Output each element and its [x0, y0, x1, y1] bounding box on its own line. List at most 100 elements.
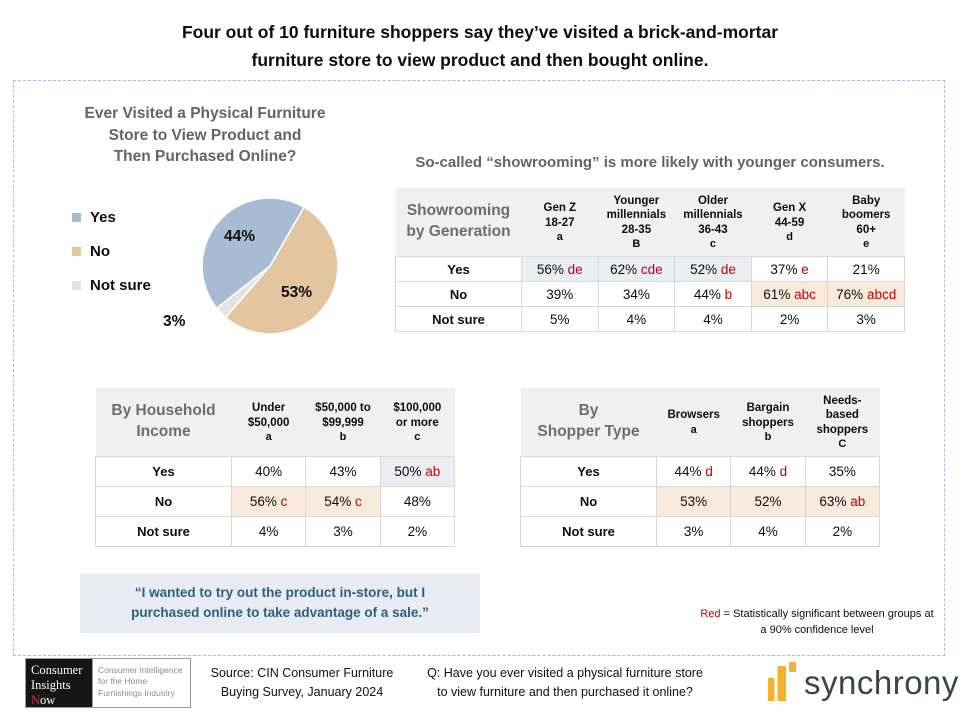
legend-swatch-no [72, 247, 81, 256]
column-name: Gen Z 18-27 [543, 202, 577, 229]
pie-legend: Yes No Not sure [72, 209, 151, 311]
column-header: $50,000 to $99,999 b [305, 388, 381, 457]
cell-value: 54% [324, 494, 352, 509]
stat-table-income: By Household Income Under $50,000 a $50,000… [95, 388, 456, 547]
row-label: Not sure [395, 306, 522, 332]
significance-letters: e [797, 261, 809, 277]
data-cell: 56% c [230, 486, 307, 517]
column-header: Younger millennials 28-35 B [598, 188, 675, 257]
legend-swatch-not-sure [72, 281, 81, 290]
stat-table-generation: Showrooming by Generation Gen Z 18-27 a You… [395, 188, 905, 332]
cell-value: 63% [819, 494, 847, 509]
row-label: Yes [95, 456, 232, 487]
cell-value: 48% [403, 494, 431, 509]
pie-slice-yes [201, 197, 306, 310]
table-row: No 53% 52% 63% ab [520, 486, 881, 517]
pie-slice-no [224, 206, 339, 335]
legend-item-not-sure: Not sure [72, 277, 151, 294]
data-cell: 44% b [674, 281, 752, 307]
cell-value: 44% [748, 464, 776, 479]
cin-logo-line3-initial: N [31, 692, 41, 707]
cin-logo: Consumer Insights Now Consumer Intellige… [25, 658, 191, 708]
column-name: Under $50,000 [247, 402, 290, 429]
table-row: Yes 40% 43% 50% ab [95, 456, 456, 487]
pie-label-yes: 44% [224, 228, 256, 245]
data-cell: 52% [730, 486, 806, 517]
column-header: Under $50,000 a [231, 388, 306, 457]
column-letter: c [414, 430, 421, 443]
data-cell: 2% [379, 516, 456, 547]
synchrony-bars-icon [768, 662, 796, 701]
significance-letters: d [775, 464, 788, 479]
table-header-row: By Shopper Type Browsers a Bargain shoppers… [520, 388, 880, 457]
data-cell: 3% [827, 306, 905, 332]
cell-value: 44% [674, 464, 702, 479]
cell-value: 52% [690, 261, 718, 277]
cell-value: 35% [828, 464, 856, 479]
legend-label: No [90, 243, 110, 260]
table-title: Showrooming by Generation [395, 188, 522, 257]
cell-value: 37% [770, 261, 798, 277]
row-label: Yes [395, 256, 522, 282]
column-header: $100,000 or more c [380, 388, 455, 457]
source-text: Source: CIN Consumer Furniture Buying Su… [210, 666, 394, 700]
data-cell: 5% [521, 306, 599, 332]
cell-value: 5% [550, 311, 570, 327]
row-label: No [395, 281, 522, 307]
cell-value: 62% [610, 261, 638, 277]
cell-value: 3% [856, 311, 876, 327]
significance-note: Red = Statistically significant between … [697, 607, 937, 639]
data-cell: 44% d [730, 456, 806, 487]
data-cell: 63% ab [804, 486, 881, 517]
column-name: $50,000 to $99,999 [315, 402, 371, 429]
legend-label: Not sure [90, 277, 151, 294]
table-row: Not sure 3% 4% 2% [520, 516, 881, 547]
stat-table-shopper: By Shopper Type Browsers a Bargain shoppers… [520, 388, 881, 547]
income-table-container: By Household Income Under $50,000 a $50,000… [95, 388, 456, 547]
row-label: Yes [520, 456, 657, 487]
generation-table-container: Showrooming by Generation Gen Z 18-27 a You… [395, 188, 905, 332]
table-row: No 56% c 54% c 48% [95, 486, 456, 517]
cell-value: 2% [832, 524, 853, 539]
column-letter: a [690, 423, 697, 436]
note-text: = Statistically significant between grou… [720, 608, 934, 636]
cell-value: 50% [394, 464, 422, 479]
data-cell: 4% [674, 306, 752, 332]
showrooming-heading: So-called “showrooming” is more likely w… [415, 154, 885, 171]
data-cell: 3% [305, 516, 381, 547]
column-letter: a [556, 230, 563, 243]
survey-question-text: Q: Have you ever visited a physical furn… [427, 666, 703, 700]
data-cell: 21% [827, 256, 905, 282]
column-header: Gen X 44-59 d [751, 188, 828, 257]
cin-logo-tagline: Consumer Intelligence for the Home Furni… [92, 659, 190, 707]
significance-letters: ab [421, 464, 441, 479]
column-header: Needs- based shoppers C [805, 388, 880, 457]
data-cell: 54% c [305, 486, 381, 517]
data-cell: 2% [750, 306, 829, 332]
cell-value: 4% [626, 311, 647, 327]
cell-value: 43% [329, 464, 357, 479]
column-letter: e [863, 238, 870, 251]
column-header: Bargain shoppers b [730, 388, 806, 457]
column-name: Browsers [667, 409, 720, 422]
column-name: Baby boomers 60+ [841, 194, 891, 236]
page-title: Four out of 10 furniture shoppers say th… [181, 22, 779, 70]
column-header: Gen Z 18-27 a [521, 188, 599, 257]
shopper-table-container: By Shopper Type Browsers a Bargain shoppers… [520, 388, 881, 547]
cell-value: 56% [249, 494, 277, 509]
data-cell: 34% [597, 281, 676, 307]
table-title: By Household Income [95, 388, 232, 457]
column-letter: d [786, 230, 793, 243]
pie-chart [201, 197, 339, 335]
significance-letters: ab [846, 494, 866, 509]
data-cell: 61% abc [750, 281, 829, 307]
column-header: Older millennials 36-43 c [674, 188, 752, 257]
cin-logo-line2: Insights [31, 677, 71, 692]
customer-quote: “I wanted to try out the product in-stor… [80, 574, 480, 633]
data-cell: 4% [230, 516, 307, 547]
row-label: Not sure [520, 516, 657, 547]
table-row: Yes 44% d 44% d 35% [520, 456, 881, 487]
pie-label-no: 53% [281, 284, 313, 301]
data-cell: 43% [305, 456, 381, 487]
